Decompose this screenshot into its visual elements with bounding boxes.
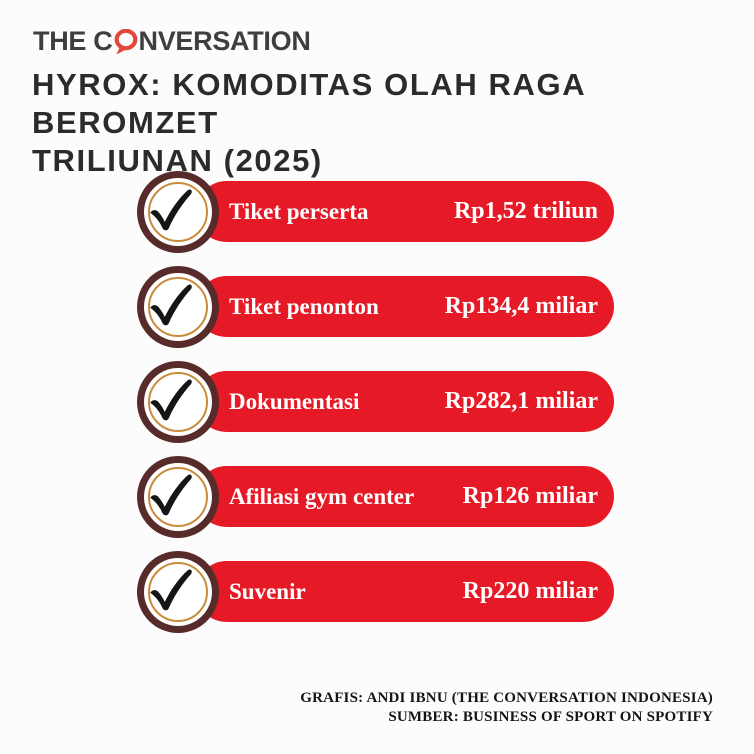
commodity-label: Suvenir — [229, 578, 306, 604]
revenue-value: Rp282,1 miliar — [444, 388, 598, 414]
revenue-value: Rp220 miliar — [462, 578, 598, 604]
revenue-bar: Suvenir Rp220 miliar — [196, 561, 614, 622]
credit-line: GRAFIS: ANDI IBNU (THE CONVERSATION INDO… — [300, 690, 713, 706]
check-badge — [137, 266, 219, 348]
footer-credits: GRAFIS: ANDI IBNU (THE CONVERSATION INDO… — [300, 689, 713, 727]
commodity-label: Tiket penonton — [229, 293, 379, 319]
source-line: SUMBER: BUSINESS OF SPORT ON SPOTIFY — [388, 709, 713, 725]
check-badge — [137, 361, 219, 443]
list-item: Afiliasi gym center Rp126 miliar — [0, 456, 754, 538]
badge-gold-ring — [148, 277, 208, 337]
revenue-value: Rp1,52 triliun — [453, 198, 598, 224]
check-icon — [150, 189, 192, 231]
revenue-bar: Tiket perserta Rp1,52 triliun — [196, 181, 614, 242]
list-item: Tiket penonton Rp134,4 miliar — [0, 266, 754, 348]
revenue-value: Rp134,4 miliar — [444, 293, 598, 319]
page-title: HYROX: KOMODITAS OLAH RAGA BEROMZET TRIL… — [32, 67, 586, 178]
revenue-bar: Afiliasi gym center Rp126 miliar — [196, 466, 614, 527]
check-icon — [150, 474, 192, 516]
check-badge — [137, 171, 219, 253]
check-icon — [150, 379, 192, 421]
revenue-value: Rp126 miliar — [462, 483, 598, 509]
list-item: Suvenir Rp220 miliar — [0, 551, 754, 633]
commodity-label: Dokumentasi — [229, 388, 360, 414]
check-badge — [137, 456, 219, 538]
badge-gold-ring — [148, 372, 208, 432]
check-badge — [137, 551, 219, 633]
logo-text-post: NVERSATION — [138, 26, 311, 56]
commodity-list: Tiket perserta Rp1,52 triliun Tiket penont… — [0, 171, 754, 646]
badge-gold-ring — [148, 562, 208, 622]
badge-gold-ring — [148, 467, 208, 527]
check-icon — [150, 284, 192, 326]
commodity-label: Afiliasi gym center — [229, 483, 415, 509]
list-item: Dokumentasi Rp282,1 miliar — [0, 361, 754, 443]
revenue-bar: Dokumentasi Rp282,1 miliar — [196, 371, 614, 432]
revenue-bar: Tiket penonton Rp134,4 miliar — [196, 276, 614, 337]
badge-gold-ring — [148, 182, 208, 242]
speech-bubble-o-icon — [114, 29, 137, 55]
commodity-label: Tiket perserta — [229, 198, 369, 224]
list-item: Tiket perserta Rp1,52 triliun — [0, 171, 754, 253]
the-conversation-logo: THE C NVERSATION — [33, 26, 311, 57]
check-icon — [150, 569, 192, 611]
logo-text-pre: THE C — [33, 26, 113, 56]
